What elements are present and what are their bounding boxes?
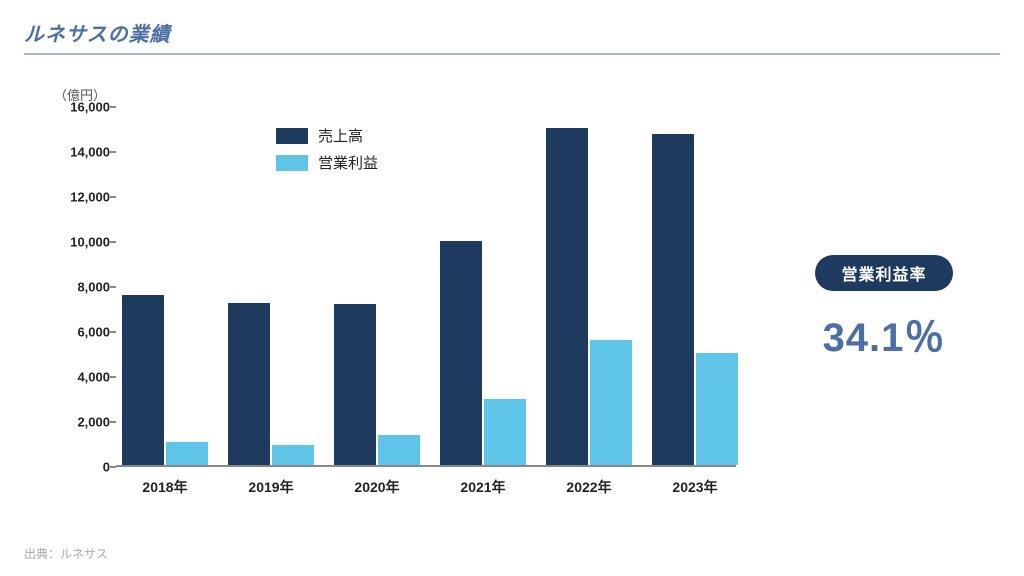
plot-area: 売上高 営業利益 2018年2019年2020年2021年2022年2023年 … [116,107,736,467]
y-tick-mark [110,196,116,198]
y-tick-mark [110,106,116,108]
y-tick-label: 16,000 [54,100,110,115]
bar [334,304,376,465]
y-tick-label: 14,000 [54,145,110,160]
content: （億円） 売上高 営業利益 2018年2019年2020年2021年2022年2… [24,85,1000,505]
y-tick-mark [110,376,116,378]
y-tick-label: 12,000 [54,190,110,205]
y-tick-mark [110,331,116,333]
x-tick-label: 2021年 [433,477,533,497]
y-tick-mark [110,421,116,423]
bar [546,128,588,466]
y-tick-mark [110,466,116,468]
x-tick-label: 2018年 [115,477,215,497]
title-bar: ルネサスの業績 [24,18,1000,55]
bar [696,353,738,466]
source-text: 出典：ルネサス [24,545,108,562]
y-tick-label: 6,000 [54,325,110,340]
bar [378,435,420,465]
x-tick-label: 2022年 [539,477,639,497]
x-tick-label: 2019年 [221,477,321,497]
y-tick-label: 2,000 [54,415,110,430]
x-tick-label: 2020年 [327,477,427,497]
y-tick-mark [110,286,116,288]
chart: （億円） 売上高 営業利益 2018年2019年2020年2021年2022年2… [34,85,774,505]
bar [272,445,314,465]
kpi-panel: 営業利益率 34.1％ [774,255,994,505]
bar [228,303,270,465]
bar [484,399,526,465]
bar [122,295,164,465]
bar [652,134,694,465]
y-tick-label: 4,000 [54,370,110,385]
bar [590,340,632,465]
bars-container: 2018年2019年2020年2021年2022年2023年 [116,107,736,465]
y-tick-mark [110,241,116,243]
y-tick-mark [110,151,116,153]
kpi-value: 34.1％ [774,305,994,363]
y-tick-label: 0 [54,460,110,475]
x-tick-label: 2023年 [645,477,745,497]
y-tick-label: 10,000 [54,235,110,250]
kpi-pill: 営業利益率 [815,255,952,291]
page-title: ルネサスの業績 [24,18,171,47]
bar [166,442,208,465]
bar [440,241,482,465]
y-tick-label: 8,000 [54,280,110,295]
